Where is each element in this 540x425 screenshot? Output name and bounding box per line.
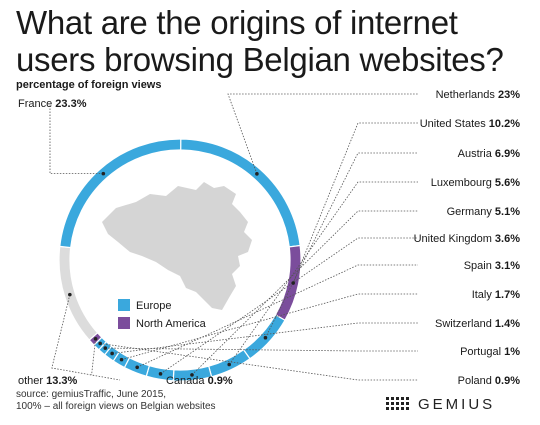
leader-united-kingdom [160,237,418,375]
leader-canada [91,338,96,376]
leader-italy [121,293,418,361]
dot-poland [98,341,102,346]
label-switzerland: Switzerland 1.4% [435,318,520,330]
dot-switzerland [110,351,114,356]
leader-united-states [292,122,418,284]
dot-portugal [103,346,108,350]
slice-france [59,138,182,249]
dot-united-states [291,281,295,285]
legend-swatch-europe [118,299,130,311]
source-note: source: gemiusTraffic, June 2015, [16,389,167,400]
leader-france [49,104,104,175]
dot-austria [263,335,268,340]
label-italy: Italy 1.7% [472,289,521,301]
dot-luxembourg [227,362,232,367]
leader-spain [137,264,418,368]
leader-austria [265,152,418,338]
dot-united-kingdom [158,372,163,376]
label-united-kingdom: United Kingdom 3.6% [414,233,521,245]
dot-canada [93,337,98,341]
label-poland: Poland 0.9% [458,375,521,387]
dot-germany [190,373,194,377]
dot-other [68,292,72,297]
leader-other [51,294,121,381]
label-netherlands: Netherlands 23% [436,89,521,101]
slice-united-states [274,244,302,322]
gemius-logo: GEMIUS [386,395,496,413]
dot-france [101,171,106,176]
label-france: France 23.3% [18,98,87,110]
label-other: other 13.3% [18,375,78,387]
legend: Europe North America [118,299,207,330]
base-note: 100% – all foreign views on Belgian webs… [16,401,216,412]
slice-labels: Netherlands 23% United States 10.2% Austri… [18,89,520,387]
leader-germany [191,210,418,376]
label-united-states: United States 10.2% [420,118,521,130]
belgium-map [102,182,252,310]
label-austria: Austria 6.9% [458,148,521,160]
label-spain: Spain 3.1% [464,260,520,272]
legend-label-north-america: North America [136,318,207,330]
label-portugal: Portugal 1% [460,346,520,358]
leader-lines [49,93,418,381]
gemius-dot-grid-icon [386,397,409,410]
legend-swatch-north-america [118,317,130,329]
label-canada: Canada 0.9% [166,375,233,387]
chart-subtitle: percentage of foreign views [16,79,162,91]
leader-netherlands [227,93,418,174]
dot-netherlands [255,172,259,176]
label-germany: Germany 5.1% [447,206,521,218]
leader-portugal [105,347,418,352]
logo-wordmark: GEMIUS [418,395,496,413]
legend-label-europe: Europe [136,300,171,312]
footer: source: gemiusTraffic, June 2015, 100% –… [16,389,216,413]
label-luxembourg: Luxembourg 5.6% [431,177,521,189]
leader-dots [68,171,295,377]
dot-italy [119,357,124,362]
chart-title: What are the origins of internet users b… [16,4,504,78]
leader-poland [100,343,418,381]
dot-spain [135,365,139,370]
leader-luxembourg [228,181,418,365]
slice-other [58,245,99,341]
